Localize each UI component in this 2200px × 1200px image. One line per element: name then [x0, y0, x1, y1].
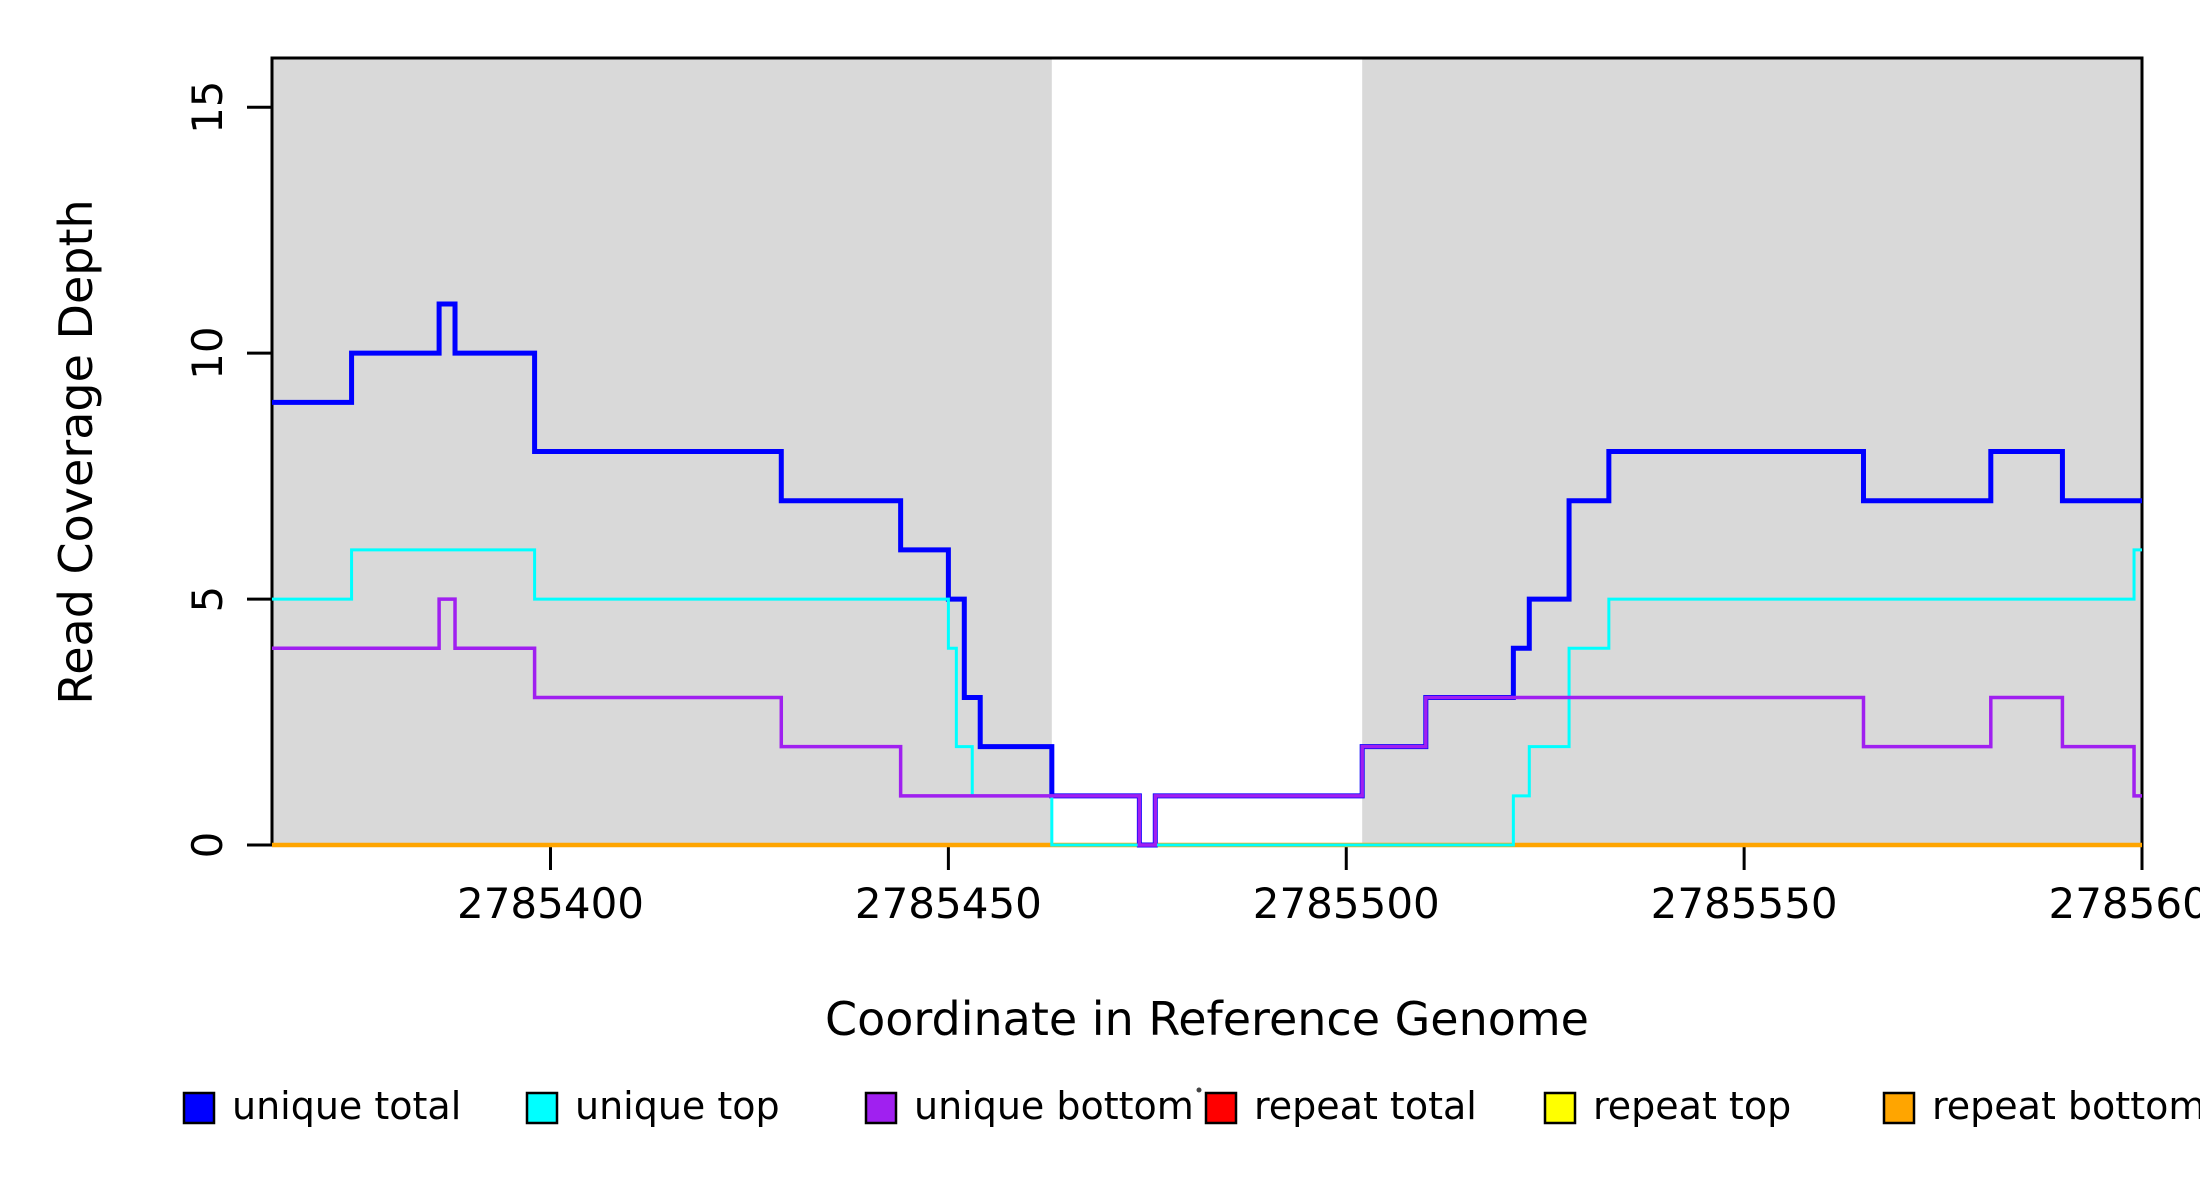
series-lines — [272, 301, 2142, 848]
series-unique-bottom — [272, 597, 2142, 847]
legend-item-unique-total: unique total — [182, 1084, 461, 1128]
legend-label: repeat bottom — [1932, 1084, 2200, 1128]
y-axis-tick-label: 5 — [183, 586, 232, 613]
legend-item-unique-bottom: unique bottom — [864, 1084, 1194, 1128]
y-axis-tick-label: 15 — [183, 80, 232, 133]
legend-label: repeat top — [1593, 1084, 1791, 1128]
legend-swatch — [525, 1091, 559, 1125]
x-axis-tick-label: 2785450 — [855, 879, 1042, 928]
y-axis-tick-label: 10 — [183, 326, 232, 379]
y-axis-tick-label: 0 — [183, 832, 232, 859]
legend: unique total unique top unique bottom repea… — [182, 1084, 2200, 1128]
legend-item-repeat-total: repeat total — [1204, 1084, 1477, 1128]
legend-swatch — [1882, 1091, 1916, 1125]
x-axis-tick-label: 2785500 — [1253, 879, 1440, 928]
legend-item-unique-top: unique top — [525, 1084, 780, 1128]
legend-label: unique total — [232, 1084, 461, 1128]
y-axis-title: Read Coverage Depth — [49, 199, 103, 704]
legend-label: repeat total — [1254, 1084, 1477, 1128]
legend-swatch — [182, 1091, 216, 1125]
legend-swatch — [1204, 1091, 1238, 1125]
legend-item-repeat-top: repeat top — [1543, 1084, 1791, 1128]
legend-swatch — [864, 1091, 898, 1125]
legend-label: unique bottom — [914, 1084, 1194, 1128]
stray-dot — [1196, 1087, 1202, 1093]
legend-swatch — [1543, 1091, 1577, 1125]
x-axis-title: Coordinate in Reference Genome — [825, 992, 1589, 1046]
x-axis-tick-label: 2785550 — [1651, 879, 1838, 928]
series-unique-top — [272, 548, 2142, 847]
x-axis-tick-label: 2785400 — [457, 879, 644, 928]
legend-label: unique top — [575, 1084, 780, 1128]
legend-item-repeat-bottom: repeat bottom — [1882, 1084, 2200, 1128]
